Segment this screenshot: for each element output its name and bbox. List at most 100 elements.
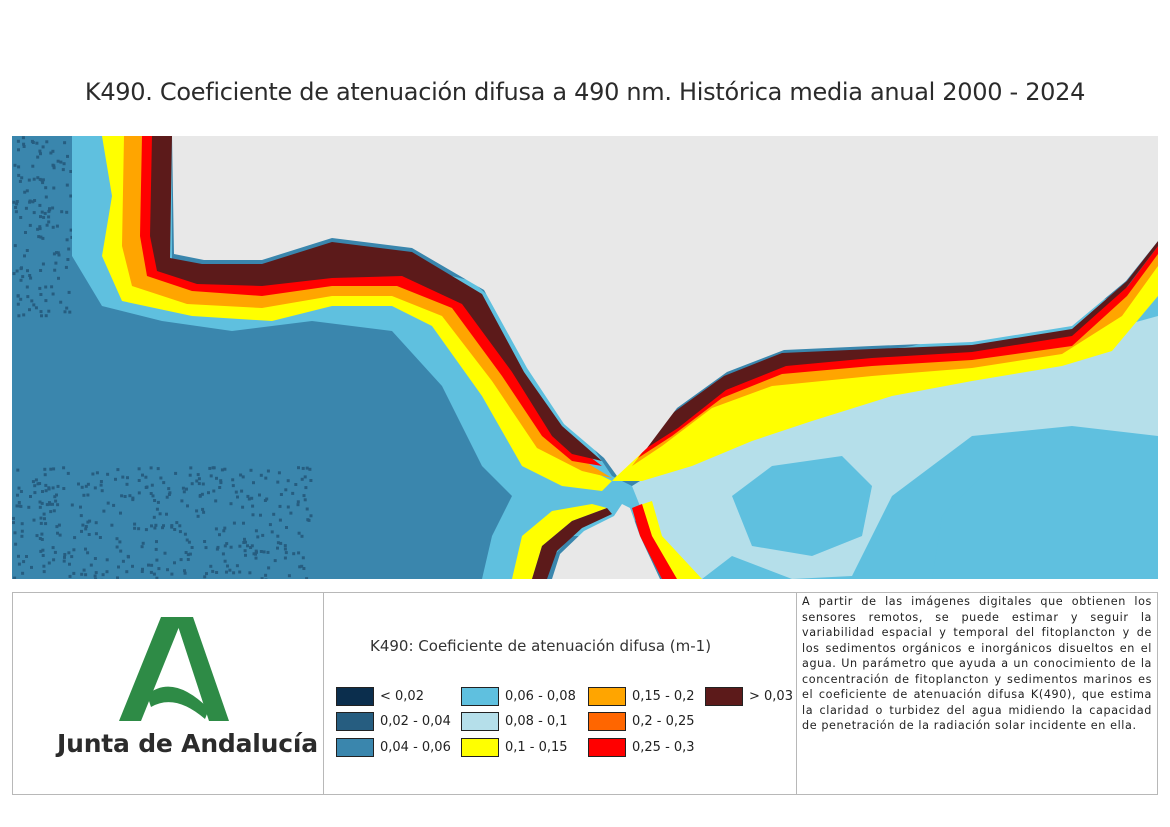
ocean-speckle xyxy=(48,501,51,505)
legend-label: 0,02 - 0,04 xyxy=(380,714,451,729)
ocean-speckle xyxy=(166,568,169,572)
ocean-speckle xyxy=(186,558,190,561)
ocean-speckle xyxy=(42,215,46,219)
ocean-speckle xyxy=(212,489,216,493)
ocean-speckle xyxy=(284,488,288,492)
ocean-speckle xyxy=(53,268,57,272)
ocean-speckle xyxy=(94,532,98,536)
ocean-speckle xyxy=(42,512,46,516)
ocean-speckle xyxy=(232,571,236,575)
ocean-speckle xyxy=(77,482,80,486)
ocean-speckle xyxy=(16,139,20,143)
ocean-speckle xyxy=(20,522,24,526)
ocean-speckle xyxy=(220,468,224,472)
mediterranean-blue-patch-east xyxy=(932,446,1158,579)
ocean-speckle xyxy=(43,473,47,477)
ocean-speckle xyxy=(54,499,58,503)
ocean-speckle xyxy=(173,561,176,565)
ocean-speckle xyxy=(39,269,43,272)
ocean-speckle xyxy=(247,497,251,501)
ocean-speckle xyxy=(140,570,144,573)
ocean-speckle xyxy=(120,494,124,498)
ocean-speckle xyxy=(86,482,90,486)
ocean-speckle xyxy=(183,532,187,536)
ocean-speckle xyxy=(63,141,67,145)
ocean-speckle xyxy=(195,509,199,513)
logo-left-stroke xyxy=(119,617,183,721)
ocean-speckle xyxy=(268,523,272,527)
ocean-speckle xyxy=(215,476,218,480)
ocean-speckle xyxy=(287,574,291,578)
ocean-speckle xyxy=(28,223,32,227)
ocean-speckle xyxy=(270,530,274,534)
ocean-speckle xyxy=(155,507,159,511)
ocean-speckle xyxy=(198,494,202,498)
ocean-speckle xyxy=(170,524,174,528)
ocean-speckle xyxy=(67,290,71,294)
legend-item: 0,1 - 0,15 xyxy=(461,738,568,757)
ocean-speckle xyxy=(45,503,49,507)
ocean-speckle xyxy=(209,564,213,568)
ocean-speckle xyxy=(305,507,309,511)
ocean-speckle xyxy=(36,482,40,486)
ocean-speckle xyxy=(34,306,38,310)
ocean-speckle xyxy=(119,511,122,515)
ocean-speckle xyxy=(189,466,193,470)
ocean-speckle xyxy=(267,566,271,570)
ocean-speckle xyxy=(140,545,144,549)
description-text: A partir de las imágenes digitales que o… xyxy=(802,595,1152,732)
ocean-speckle xyxy=(61,168,65,172)
ocean-speckle xyxy=(121,475,125,479)
ocean-speckle xyxy=(13,163,17,167)
ocean-speckle xyxy=(286,505,290,509)
ocean-speckle xyxy=(69,170,73,173)
ocean-speckle xyxy=(300,564,304,568)
ocean-speckle xyxy=(93,486,97,490)
ocean-speckle xyxy=(118,540,122,544)
ocean-speckle xyxy=(302,494,306,498)
ocean-speckle xyxy=(55,251,58,255)
ocean-speckle xyxy=(22,560,26,564)
ocean-speckle xyxy=(41,548,45,552)
ocean-speckle xyxy=(67,247,71,251)
ocean-speckle xyxy=(51,546,55,550)
ocean-speckle xyxy=(51,206,55,210)
legend-label: 0,15 - 0,2 xyxy=(632,689,695,704)
ocean-speckle xyxy=(27,505,31,509)
ocean-speckle xyxy=(99,483,103,487)
ocean-speckle xyxy=(183,569,186,573)
legend-swatch xyxy=(336,738,374,757)
ocean-speckle xyxy=(44,483,48,487)
ocean-speckle xyxy=(278,518,282,522)
ocean-speckle xyxy=(249,468,253,472)
ocean-speckle xyxy=(17,486,21,490)
ocean-speckle xyxy=(277,471,281,475)
coast-red-south-east xyxy=(632,504,677,579)
ocean-speckle xyxy=(33,491,37,495)
ocean-speckle xyxy=(105,558,109,562)
ocean-speckle xyxy=(208,466,212,470)
ocean-speckle xyxy=(246,544,249,548)
ocean-speckle xyxy=(38,500,42,504)
ocean-speckle xyxy=(52,252,56,256)
ocean-speckle xyxy=(52,558,56,562)
ocean-speckle xyxy=(173,528,177,531)
ocean-speckle xyxy=(17,314,21,318)
ocean-speckle xyxy=(187,540,191,544)
ocean-speckle xyxy=(94,577,98,579)
ocean-speckle xyxy=(128,494,132,498)
ocean-speckle xyxy=(214,527,218,531)
ocean-speckle xyxy=(254,556,258,560)
ocean-speckle xyxy=(38,203,42,207)
ocean-speckle xyxy=(56,503,60,507)
ocean-speckle xyxy=(40,501,44,505)
ocean-speckle xyxy=(68,562,71,566)
ocean-speckle xyxy=(133,522,137,526)
ocean-speckle xyxy=(38,225,42,229)
ocean-speckle xyxy=(43,467,47,471)
ocean-speckle xyxy=(32,518,36,522)
ocean-speckle xyxy=(51,292,55,296)
ocean-speckle xyxy=(60,210,64,214)
legend-label: > 0,03 xyxy=(749,689,793,704)
ocean-speckle xyxy=(32,303,36,307)
